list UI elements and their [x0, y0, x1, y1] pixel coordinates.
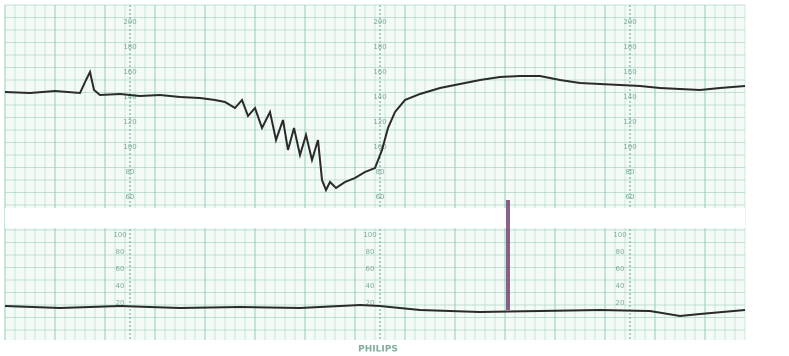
heart-rate-label: 180 — [123, 43, 136, 51]
uterine-label: 40 — [616, 282, 625, 290]
heart-rate-label: 180 — [623, 43, 636, 51]
uterine-label: 40 — [116, 282, 125, 290]
heart-rate-label: 60 — [376, 193, 385, 201]
heart-rate-label: 80 — [126, 168, 135, 176]
heart-rate-label: 140 — [623, 93, 636, 101]
uterine-label: 60 — [366, 265, 375, 273]
ctg-strip: 200 180 160 140 120 100 80 60 100 80 60 40 20 200 180 1… — [0, 0, 789, 356]
heart-rate-label: 60 — [626, 193, 635, 201]
uterine-label: 80 — [366, 248, 375, 256]
heart-rate-label: 200 — [123, 18, 136, 26]
heart-rate-label: 80 — [376, 168, 385, 176]
uterine-label: 100 — [113, 231, 126, 239]
heart-rate-label: 100 — [123, 143, 136, 151]
uterine-label: 80 — [116, 248, 125, 256]
uterine-label: 40 — [366, 282, 375, 290]
heart-rate-label: 160 — [623, 68, 636, 76]
heart-rate-label: 120 — [123, 118, 136, 126]
uterine-label: 60 — [116, 265, 125, 273]
brand-logo: PHILIPS — [358, 345, 398, 355]
heart-rate-label: 100 — [373, 143, 386, 151]
heart-rate-label: 160 — [373, 68, 386, 76]
heart-rate-label: 180 — [373, 43, 386, 51]
uterine-label: 100 — [363, 231, 376, 239]
heart-rate-label: 120 — [373, 118, 386, 126]
heart-rate-label: 120 — [623, 118, 636, 126]
separator-band — [5, 208, 745, 228]
uterine-label: 80 — [616, 248, 625, 256]
uterine-label: 60 — [616, 265, 625, 273]
heart-rate-label: 140 — [373, 93, 386, 101]
heart-rate-label: 60 — [126, 193, 135, 201]
heart-rate-label: 100 — [623, 143, 636, 151]
heart-rate-label: 200 — [623, 18, 636, 26]
heart-rate-label: 200 — [373, 18, 386, 26]
heart-rate-label: 80 — [626, 168, 635, 176]
uterine-label: 100 — [613, 231, 626, 239]
heart-rate-label: 160 — [123, 68, 136, 76]
uterine-label: 20 — [616, 299, 625, 307]
